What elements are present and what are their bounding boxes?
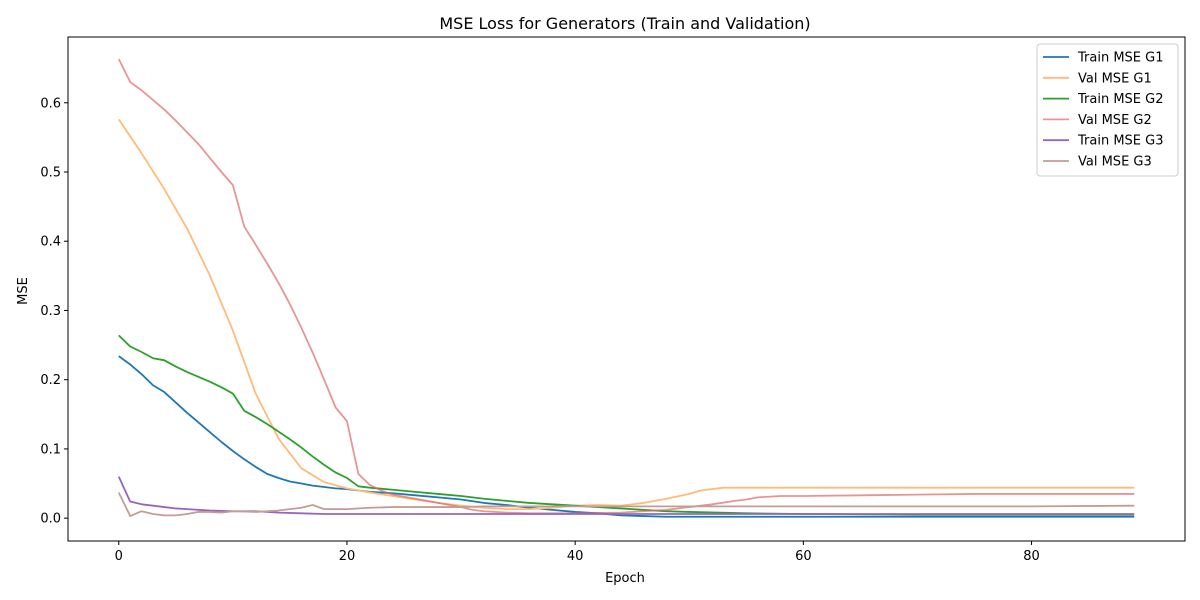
series-line-2 [118,118,1135,511]
series-line-6 [117,492,1135,517]
x-tick-label: 40 [567,549,584,564]
legend-label-6: Val MSE G3 [1078,155,1152,170]
y-tick-label: 0.3 [40,304,61,319]
y-tick-label: 0.5 [40,166,61,181]
axes-frame [67,36,1186,542]
series-line-3 [118,334,1135,516]
series-line-5 [117,476,1135,515]
y-tick-label: 0.6 [40,96,61,111]
y-axis-label: MSE [16,277,31,305]
legend-label-3: Train MSE G2 [1077,92,1163,107]
plot-area: 0 20 40 60 80 0.0 0.1 0.2 0.3 0.4 0.5 0.6 [40,36,1186,564]
legend-label-2: Val MSE G1 [1078,71,1152,86]
x-tick-label: 80 [1023,549,1040,564]
series-line-4 [117,58,1135,515]
x-axis-label: Epoch [605,571,645,586]
x-tick-label: 20 [339,549,356,564]
y-tick-label: 0.0 [40,512,61,527]
x-tick-label: 0 [115,549,123,564]
y-tick-label: 0.1 [40,442,61,457]
legend-label-5: Train MSE G3 [1077,134,1163,149]
chart-title: MSE Loss for Generators (Train and Valid… [439,14,810,33]
legend-label-4: Val MSE G2 [1078,113,1152,128]
legend-label-1: Train MSE G1 [1077,51,1163,66]
y-tick-label: 0.2 [40,373,61,388]
legend: Train MSE G1 Val MSE G1 Train MSE G2 Val MS… [1036,43,1179,177]
legend-box [1036,43,1179,177]
x-tick-label: 60 [795,549,812,564]
y-tick-label: 0.4 [40,235,61,250]
